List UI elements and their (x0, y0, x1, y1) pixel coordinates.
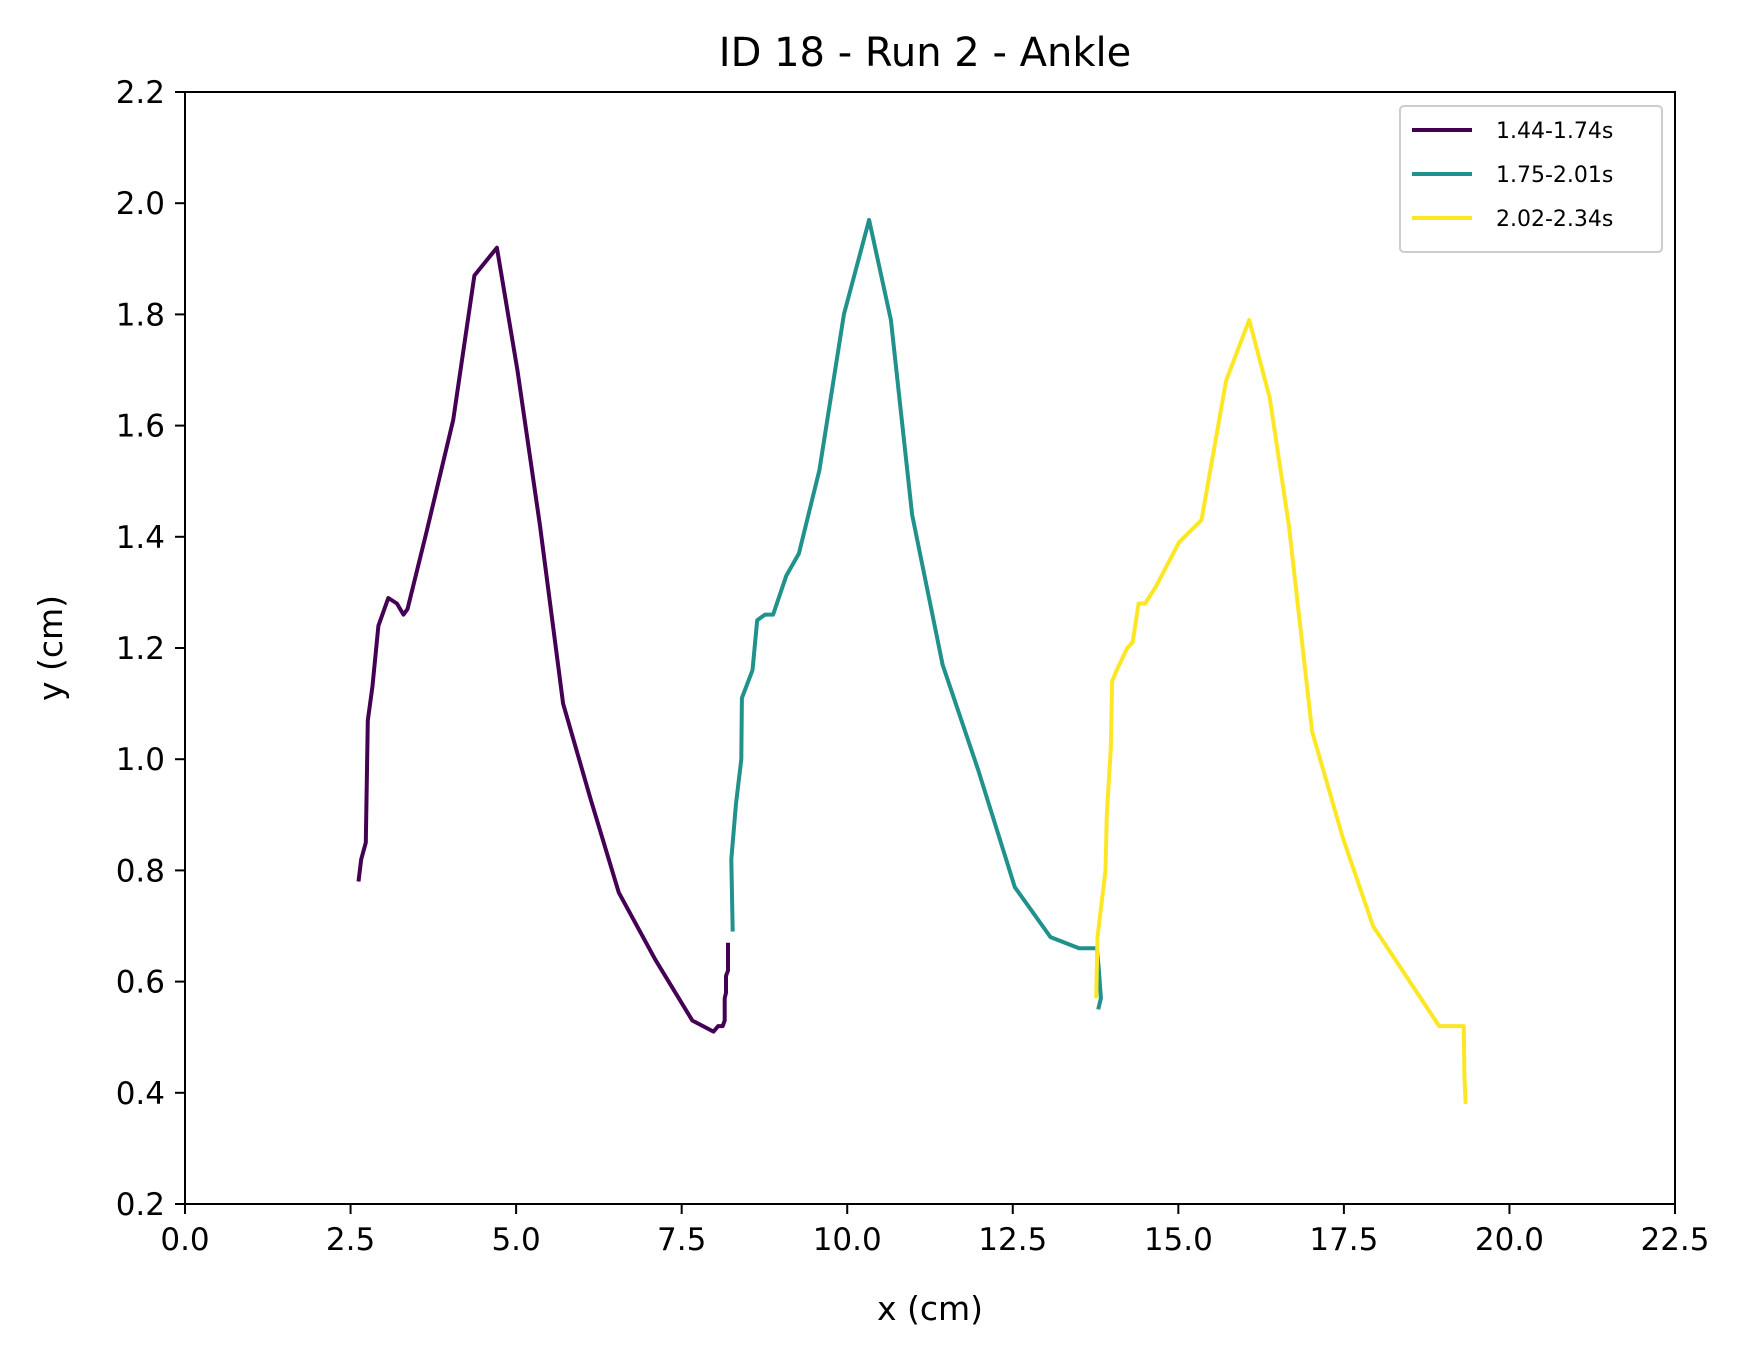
y-tick-label: 2.0 (116, 186, 165, 222)
legend: 1.44-1.74s 1.75-2.01s 2.02-2.34s (1399, 105, 1663, 253)
x-tick-label: 7.5 (657, 1222, 706, 1258)
x-tick-label: 2.5 (326, 1222, 375, 1258)
y-axis: 0.2 0.4 0.6 0.8 1.0 1.2 1.4 1.6 1.8 2.0 2.2 (116, 75, 185, 1223)
y-tick-label: 0.8 (116, 853, 165, 889)
legend-label-1: 1.44-1.74s (1496, 119, 1613, 144)
legend-box (1399, 105, 1663, 253)
y-tick-label: 0.2 (116, 1187, 165, 1223)
y-tick-label: 0.6 (116, 965, 165, 1001)
axes-frame (184, 91, 1676, 1205)
x-tick-label: 10.0 (813, 1222, 882, 1258)
legend-label-3: 2.02-2.34s (1496, 207, 1613, 232)
y-tick-label: 1.4 (116, 520, 165, 556)
x-axis-label: x (cm) (877, 1289, 983, 1328)
series-line-3 (1094, 318, 1468, 1104)
y-tick-label: 0.4 (116, 1076, 165, 1112)
series-line-2 (729, 217, 1103, 1010)
x-tick-label: 12.5 (978, 1222, 1047, 1258)
y-tick-label: 1.2 (116, 631, 165, 667)
y-tick-label: 2.2 (116, 75, 165, 111)
x-tick-label: 15.0 (1144, 1222, 1213, 1258)
x-tick-label: 20.0 (1475, 1222, 1544, 1258)
x-tick-label: 0.0 (160, 1222, 209, 1258)
plot-area (356, 217, 1468, 1104)
legend-label-2: 1.75-2.01s (1496, 163, 1613, 188)
y-tick-label: 1.6 (116, 409, 165, 445)
x-tick-label: 17.5 (1309, 1222, 1378, 1258)
series-line-1 (356, 245, 730, 1034)
chart-title: ID 18 - Run 2 - Ankle (719, 30, 1131, 76)
x-axis: 0.0 2.5 5.0 7.5 10.0 12.5 15.0 17.5 20.0 22.5 (160, 1204, 1710, 1258)
y-tick-label: 1.8 (116, 297, 165, 333)
y-axis-label: y (cm) (31, 595, 70, 701)
x-tick-label: 22.5 (1640, 1222, 1709, 1258)
y-tick-label: 1.0 (116, 742, 165, 778)
x-tick-label: 5.0 (491, 1222, 540, 1258)
